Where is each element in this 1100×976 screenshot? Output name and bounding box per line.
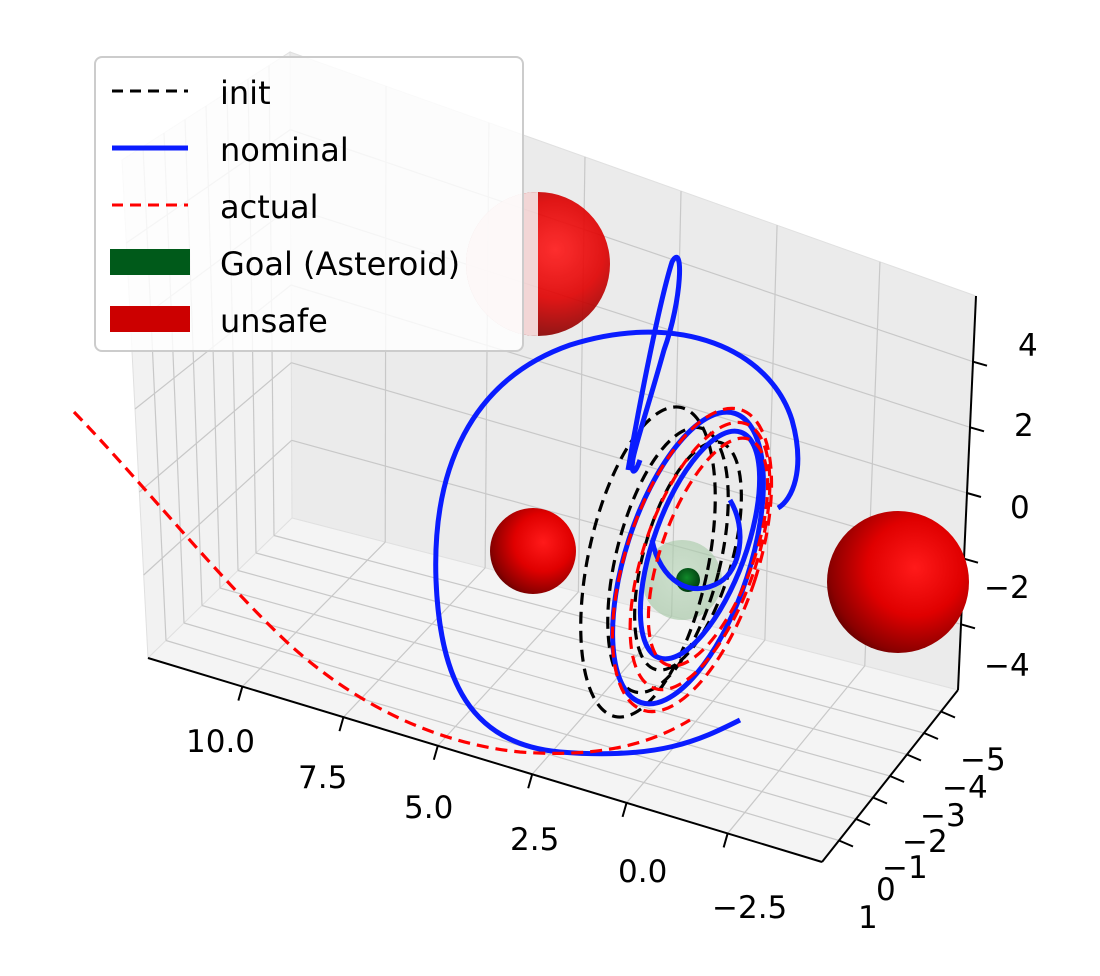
legend-item-actual: actual bbox=[108, 184, 518, 226]
floor-grid-line bbox=[626, 639, 766, 804]
z-tick-labels: 4 2 0 −2 −4 bbox=[984, 328, 1038, 684]
x-axis-line bbox=[147, 657, 823, 863]
legend-item-goal: Goal (Asteroid) bbox=[108, 241, 518, 283]
nominal-trajectory bbox=[433, 254, 801, 757]
x-axis-tick bbox=[432, 745, 439, 760]
z-axis-tick bbox=[969, 426, 985, 433]
y-axis-tick bbox=[872, 796, 888, 805]
y-tick-label: −4 bbox=[942, 770, 988, 806]
y-axis-tick bbox=[855, 818, 871, 826]
nominal-orbit-inner bbox=[637, 428, 763, 662]
y-axis-tick bbox=[906, 753, 922, 762]
legend-label: Goal (Asteroid) bbox=[220, 245, 461, 283]
legend-swatch-actual bbox=[112, 203, 188, 207]
floor-grid-line bbox=[237, 569, 908, 756]
x-tick-label: 5.0 bbox=[404, 790, 453, 826]
y-tick-label: 1 bbox=[858, 900, 878, 936]
legend-swatch-unsafe bbox=[110, 306, 190, 332]
legend-label: init bbox=[220, 74, 271, 112]
y-tick-labels: −5 −4 −3 −2 −1 0 1 bbox=[858, 742, 1006, 936]
actual-orbit-outer bbox=[610, 406, 774, 714]
x-axis-tick bbox=[338, 716, 345, 732]
z-axis-tick bbox=[972, 360, 988, 367]
y-axis-tick bbox=[940, 710, 956, 719]
legend-item-unsafe: unsafe bbox=[108, 298, 518, 340]
init-orbit-outer bbox=[579, 405, 717, 719]
actual-trajectory bbox=[72, 406, 774, 755]
x-axis-tick bbox=[621, 802, 628, 818]
y-axis-tick bbox=[838, 839, 854, 848]
floor-grid-line bbox=[343, 567, 486, 718]
actual-orbit-mid bbox=[628, 420, 772, 692]
z-axis-tick bbox=[963, 557, 979, 564]
legend-swatch-nominal bbox=[112, 145, 188, 151]
legend-label: actual bbox=[220, 188, 319, 226]
floor-grid-line bbox=[727, 665, 866, 834]
floor-grid-line bbox=[165, 639, 840, 842]
x-axis-tick bbox=[722, 833, 729, 848]
x-axis-tick bbox=[527, 774, 534, 789]
y-tick-label: −2 bbox=[902, 824, 948, 860]
axis-ticks bbox=[237, 360, 988, 848]
y-tick-label: −5 bbox=[960, 742, 1006, 778]
actual-far-approach bbox=[72, 410, 691, 755]
y-tick-label: −3 bbox=[920, 798, 966, 834]
init-orbit-mid bbox=[606, 425, 730, 695]
legend-swatch-goal bbox=[110, 249, 190, 275]
z-tick-label: 0 bbox=[1010, 490, 1030, 526]
z-tick-label: −4 bbox=[984, 648, 1030, 684]
nominal-spike bbox=[625, 254, 683, 474]
unsafe-sphere-left bbox=[490, 508, 576, 594]
unsafe-sphere-right bbox=[827, 511, 969, 653]
x-tick-label: −2.5 bbox=[712, 890, 787, 926]
x-tick-label: 7.5 bbox=[298, 760, 347, 796]
floor-grid-line bbox=[255, 552, 925, 734]
floor-grid-line bbox=[219, 587, 891, 777]
z-axis-tick bbox=[960, 623, 976, 630]
x-tick-labels: 10.0 7.5 5.0 2.5 0.0 −2.5 bbox=[186, 724, 787, 926]
x-tick-label: 2.5 bbox=[510, 822, 559, 858]
y-axis-tick bbox=[923, 732, 939, 740]
y-tick-label: 0 bbox=[876, 872, 896, 908]
floor-grid-line bbox=[183, 622, 857, 820]
legend-swatch-init bbox=[112, 89, 188, 93]
x-tick-label: 0.0 bbox=[618, 854, 667, 890]
x-tick-label: 10.0 bbox=[186, 724, 255, 760]
nominal-big-loop bbox=[433, 329, 801, 757]
z-tick-label: −2 bbox=[984, 570, 1030, 606]
floor-grid-line bbox=[531, 615, 673, 775]
y-axis-tick bbox=[889, 775, 905, 783]
legend-item-init: init bbox=[108, 70, 518, 112]
floor-grid-line bbox=[241, 541, 386, 687]
z-tick-label: 2 bbox=[1014, 408, 1034, 444]
nominal-descent bbox=[649, 498, 743, 592]
y-tick-label: −1 bbox=[882, 850, 928, 886]
actual-orbit-inner bbox=[646, 436, 770, 668]
floor-grid-line bbox=[201, 604, 874, 799]
legend-label: unsafe bbox=[220, 302, 328, 340]
legend-label: nominal bbox=[220, 131, 349, 169]
x-axis-tick bbox=[237, 686, 244, 701]
z-axis-tick bbox=[966, 492, 982, 498]
legend: init nominal actual Goal (Asteroid) unsa… bbox=[94, 56, 524, 352]
legend-item-nominal: nominal bbox=[108, 127, 518, 169]
floor-grid-line bbox=[437, 591, 579, 747]
z-tick-label: 4 bbox=[1018, 328, 1038, 364]
